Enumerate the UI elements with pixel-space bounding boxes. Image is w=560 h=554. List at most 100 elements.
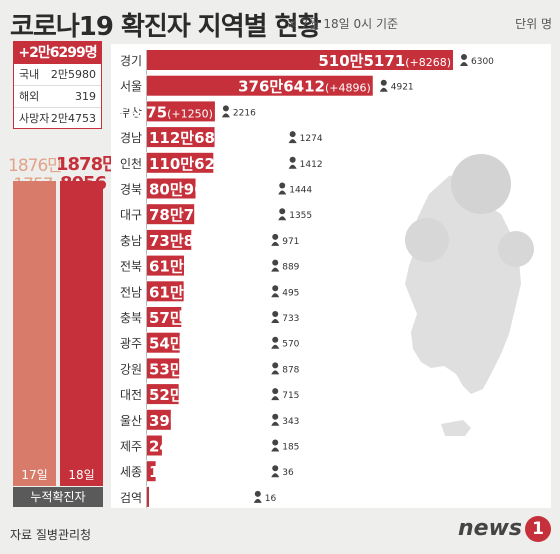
death-count: 343 [282, 417, 299, 427]
person-icon [272, 388, 279, 395]
person-icon [289, 131, 296, 138]
korea-map-illustration [405, 154, 534, 436]
value-label: 39만7617(+609) [149, 412, 264, 430]
logo-text: news [458, 516, 523, 541]
person-icon-body [271, 319, 280, 323]
death-count: 1444 [289, 186, 312, 196]
person-icon [279, 182, 286, 189]
death-count: 971 [282, 237, 299, 247]
region-label: 강원 [120, 362, 142, 376]
death-count: 1274 [300, 134, 323, 144]
bar-경남 [147, 127, 215, 148]
person-icon-body [379, 87, 388, 92]
cumulative-prev-bar [13, 181, 56, 486]
death-count: 16 [265, 494, 277, 504]
total-new-cases: +2만6299명 [14, 42, 101, 64]
bar-광주 [147, 332, 180, 353]
bar-대구 [147, 204, 195, 225]
region-label: 울산 [120, 414, 142, 428]
summary-row-domestic: 국내 2만5980 [14, 64, 101, 86]
region-label: 검역 [120, 491, 142, 505]
person-icon [272, 439, 279, 446]
summary-label: 국내 [19, 68, 40, 81]
person-icon-body [271, 293, 280, 298]
bar-전북 [147, 255, 185, 276]
death-count: 185 [282, 443, 299, 453]
death-count: 36 [282, 468, 294, 478]
person-icon [254, 490, 261, 497]
region-label: 서울 [120, 80, 142, 94]
person-icon-body [253, 498, 262, 503]
death-count: 2216 [233, 108, 256, 118]
death-count: 570 [282, 340, 299, 350]
summary-row-deaths: 사망자 2만4753 [14, 108, 101, 129]
person-icon-body [460, 62, 468, 66]
person-icon-body [271, 344, 280, 349]
death-count: 6300 [471, 57, 494, 67]
cumulative-footer: 누적확진자 [13, 487, 103, 507]
prev-day-label: 17일 [21, 468, 48, 482]
death-count: 4921 [391, 83, 414, 93]
death-count: 1412 [300, 160, 323, 170]
person-icon-body [271, 370, 280, 375]
news1-logo: news 1 [458, 516, 552, 542]
death-count: 878 [282, 365, 299, 375]
page-title: 코로나19 확진자 지역별 현황 [10, 12, 321, 42]
value-label: 52만8301(+758) [149, 386, 264, 404]
death-count: 715 [282, 391, 299, 401]
summary-value: 2만4753 [50, 112, 96, 125]
person-icon [272, 285, 279, 292]
summary-value: 2만5980 [50, 68, 96, 81]
value-label: 73만8836(+982) [149, 232, 264, 250]
death-count: 495 [282, 288, 299, 298]
person-icon-body [271, 267, 280, 272]
person-icon [279, 208, 286, 215]
bar-경북 [147, 178, 196, 199]
region-label: 경남 [120, 131, 142, 145]
person-icon-body [271, 421, 280, 426]
person-icon-body [288, 139, 297, 144]
value-label: 24만8606(+832) [149, 438, 264, 456]
person-icon-body [221, 113, 230, 118]
region-label: 인천 [120, 156, 142, 171]
region-label: 경북 [120, 183, 142, 197]
person-icon [272, 413, 279, 420]
person-icon [461, 54, 467, 60]
person-icon [289, 156, 296, 163]
bar-전남 [147, 281, 184, 302]
region-label: 대구 [120, 208, 142, 222]
summary-label: 해외 [19, 90, 40, 103]
region-label: 세종 [120, 465, 142, 479]
death-count: 889 [282, 263, 299, 273]
bar-부산 [147, 101, 215, 122]
person-icon-body [271, 447, 280, 452]
bar-대전 [147, 384, 179, 405]
value-label: 376만6412(+4896) [238, 78, 371, 96]
summary-value: 319 [75, 90, 96, 103]
value-label: 61만1422(+547) [149, 283, 264, 301]
value-label: 112만6868(+1164) [149, 129, 282, 147]
region-label: 전남 [120, 285, 142, 299]
region-label: 부산 [120, 105, 142, 119]
cumulative-curr-bar [60, 181, 103, 486]
source-label: 자료 질병관리청 [10, 528, 92, 542]
regional-chart-panel: 경기 510만5171(+8268) 6300 서울 376만6412(+4896) 49… [80, 44, 551, 512]
region-label: 충남 [120, 234, 142, 248]
person-icon-body [278, 190, 287, 195]
person-icon [272, 259, 279, 266]
death-count: 1355 [289, 211, 312, 221]
death-count: 733 [282, 314, 299, 324]
person-icon [380, 79, 387, 86]
regional-bar-chart: 경기 510만5171(+8268) 6300 서울 376만6412(+4896) 49… [80, 50, 534, 512]
value-label: 510만5171(+8268) [318, 52, 451, 70]
region-label: 광주 [120, 337, 142, 351]
summary-box: +2만6299명 국내 2만5980 해외 319 사망자 2만4753 [13, 41, 102, 129]
bar-울산 [147, 409, 171, 430]
person-icon [272, 233, 279, 240]
value-label: 1만1610(+32) [149, 489, 247, 507]
logo-number: 1 [525, 516, 552, 542]
bar-충남 [147, 229, 192, 250]
region-label: 충북 [120, 311, 142, 325]
bar-서울 [147, 75, 373, 96]
person-icon [222, 105, 229, 112]
